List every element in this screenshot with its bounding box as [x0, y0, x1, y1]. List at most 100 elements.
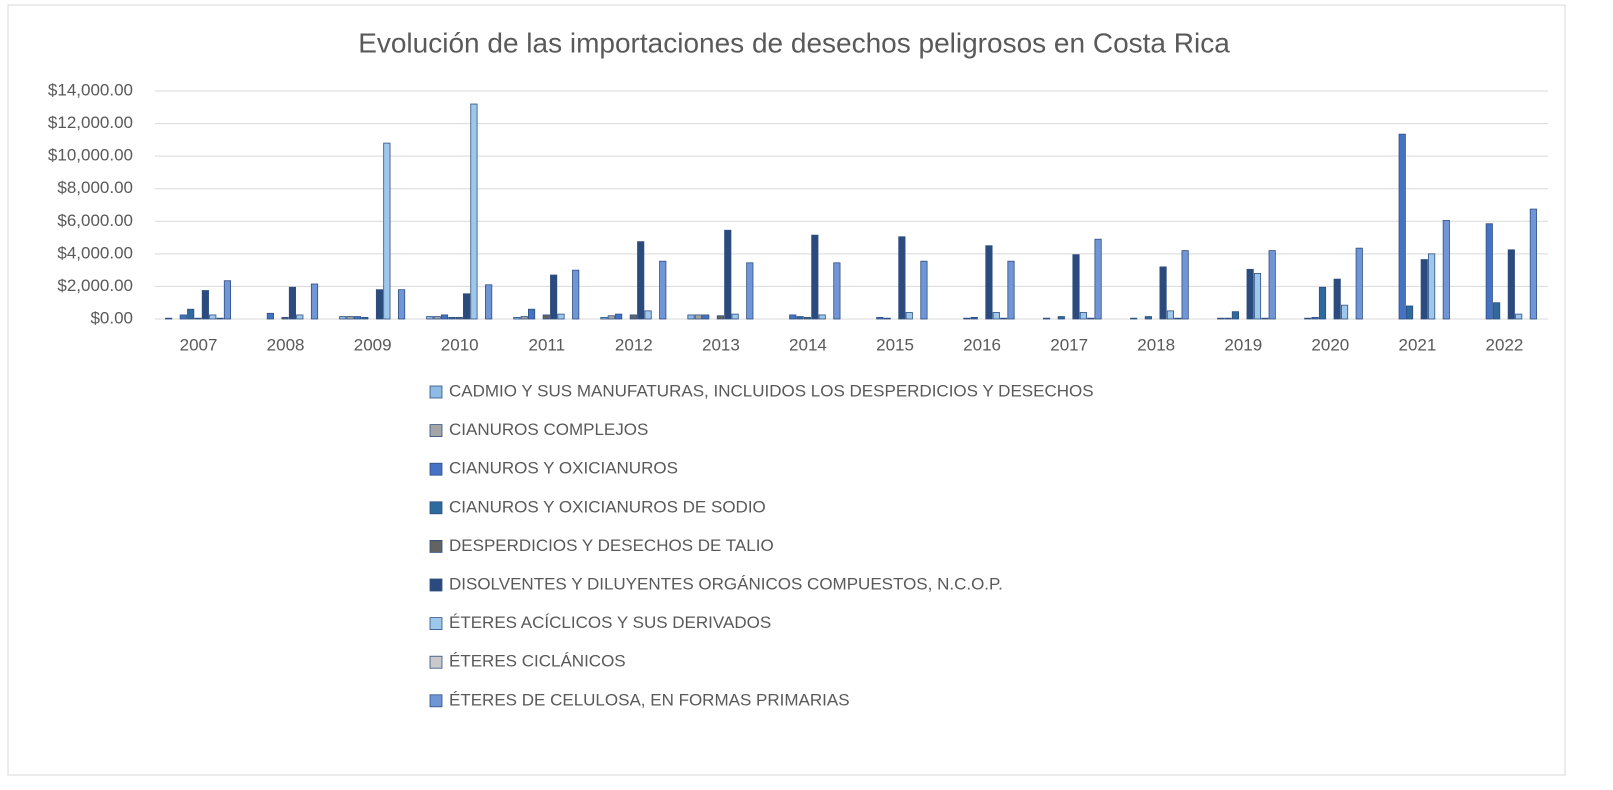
bar [572, 269, 580, 320]
bar [353, 316, 362, 320]
legend-swatch [429, 385, 443, 399]
bar [970, 316, 978, 320]
bar [1333, 278, 1341, 320]
legend-label: ÉTERES DE CELULOSA, EN FORMAS PRIMARIAS [449, 690, 850, 709]
x-tick-label: 2021 [1398, 335, 1436, 354]
bar [1166, 310, 1174, 320]
bar [520, 316, 528, 320]
bar [1087, 317, 1095, 320]
bar [818, 314, 826, 320]
bar [876, 316, 884, 320]
bar [1224, 317, 1232, 320]
bar [1253, 272, 1262, 320]
bar [223, 280, 232, 320]
legend-label: CIANUROS Y OXICIANUROS [449, 459, 678, 478]
bar [615, 313, 623, 320]
legend-label: ÉTERES CICLÁNICOS [449, 652, 626, 671]
bar [1130, 317, 1138, 320]
legend-swatch [429, 694, 443, 708]
bar [746, 262, 754, 320]
bar [426, 316, 434, 320]
chart-frame [7, 4, 1566, 776]
y-tick-label: $6,000.00 [57, 211, 133, 230]
bar [187, 308, 195, 320]
chart-title: Evolución de las importaciones de desech… [358, 27, 1230, 58]
legend-swatch [429, 540, 443, 553]
x-tick-label: 2016 [963, 335, 1001, 354]
bar [1515, 313, 1523, 320]
bar [1007, 260, 1015, 320]
bar [216, 317, 224, 320]
legend-label: DESPERDICIOS Y DESECHOS DE TALIO [449, 536, 774, 555]
legend-label: CADMIO Y SUS MANUFATURAS, INCLUIDOS LOS … [449, 381, 1094, 400]
x-tick-label: 2012 [615, 335, 653, 354]
bar [1043, 317, 1051, 320]
bar [898, 236, 906, 320]
bar [992, 312, 1000, 320]
bar [687, 314, 695, 320]
bar [383, 142, 391, 320]
legend-label: ÉTERES ACÍCLICOS Y SUS DERIVADOS [449, 613, 771, 632]
legend-swatch [429, 501, 443, 515]
bar [266, 312, 274, 320]
bar [702, 314, 710, 320]
bar [375, 289, 384, 320]
bar [440, 314, 449, 320]
bar [433, 316, 441, 320]
bar [201, 290, 209, 320]
x-tick-label: 2019 [1224, 335, 1262, 354]
bar [1485, 223, 1493, 320]
bar [1268, 250, 1276, 320]
bar [346, 316, 354, 320]
bar [310, 283, 319, 320]
bar [557, 313, 565, 320]
bar [209, 314, 217, 320]
bar [724, 229, 732, 320]
bar [883, 317, 891, 320]
x-tick-label: 2009 [354, 335, 392, 354]
bar [607, 315, 615, 320]
bar [905, 312, 913, 320]
x-tick-label: 2013 [702, 335, 740, 354]
bar [1159, 266, 1167, 320]
bar [165, 317, 173, 320]
bar [462, 293, 471, 320]
bar [528, 308, 536, 320]
bar [1442, 220, 1450, 320]
bar [288, 286, 297, 320]
bar [1304, 317, 1312, 320]
legend-swatch [429, 578, 443, 592]
bar [833, 262, 841, 320]
bar [1420, 259, 1428, 320]
bar [281, 316, 289, 320]
legend-label: DISOLVENTES Y DILUYENTES ORGÁNICOS COMPU… [449, 574, 1003, 593]
bar [1000, 317, 1008, 320]
bar [179, 314, 187, 320]
bar [1355, 247, 1363, 320]
bar [920, 260, 928, 320]
bar [731, 313, 739, 320]
x-tick-label: 2010 [441, 335, 479, 354]
bar [1261, 317, 1269, 320]
x-tick-label: 2022 [1486, 335, 1524, 354]
bar [1246, 268, 1254, 320]
bar [659, 260, 667, 320]
legend-swatch [429, 462, 443, 476]
y-tick-label: $10,000.00 [48, 146, 133, 165]
bar [339, 316, 347, 320]
bar [194, 317, 202, 320]
y-tick-label: $4,000.00 [57, 243, 133, 262]
bar [513, 316, 521, 320]
bar [542, 314, 550, 320]
y-tick-label: $8,000.00 [57, 178, 133, 197]
bar [796, 316, 804, 320]
legend-swatch [429, 424, 443, 438]
y-tick-label: $2,000.00 [57, 276, 133, 295]
bar [470, 103, 478, 320]
bar [600, 316, 608, 320]
bar [1217, 317, 1225, 320]
y-tick-label: $12,000.00 [48, 113, 133, 132]
bar [550, 274, 558, 320]
bar [1094, 238, 1102, 320]
